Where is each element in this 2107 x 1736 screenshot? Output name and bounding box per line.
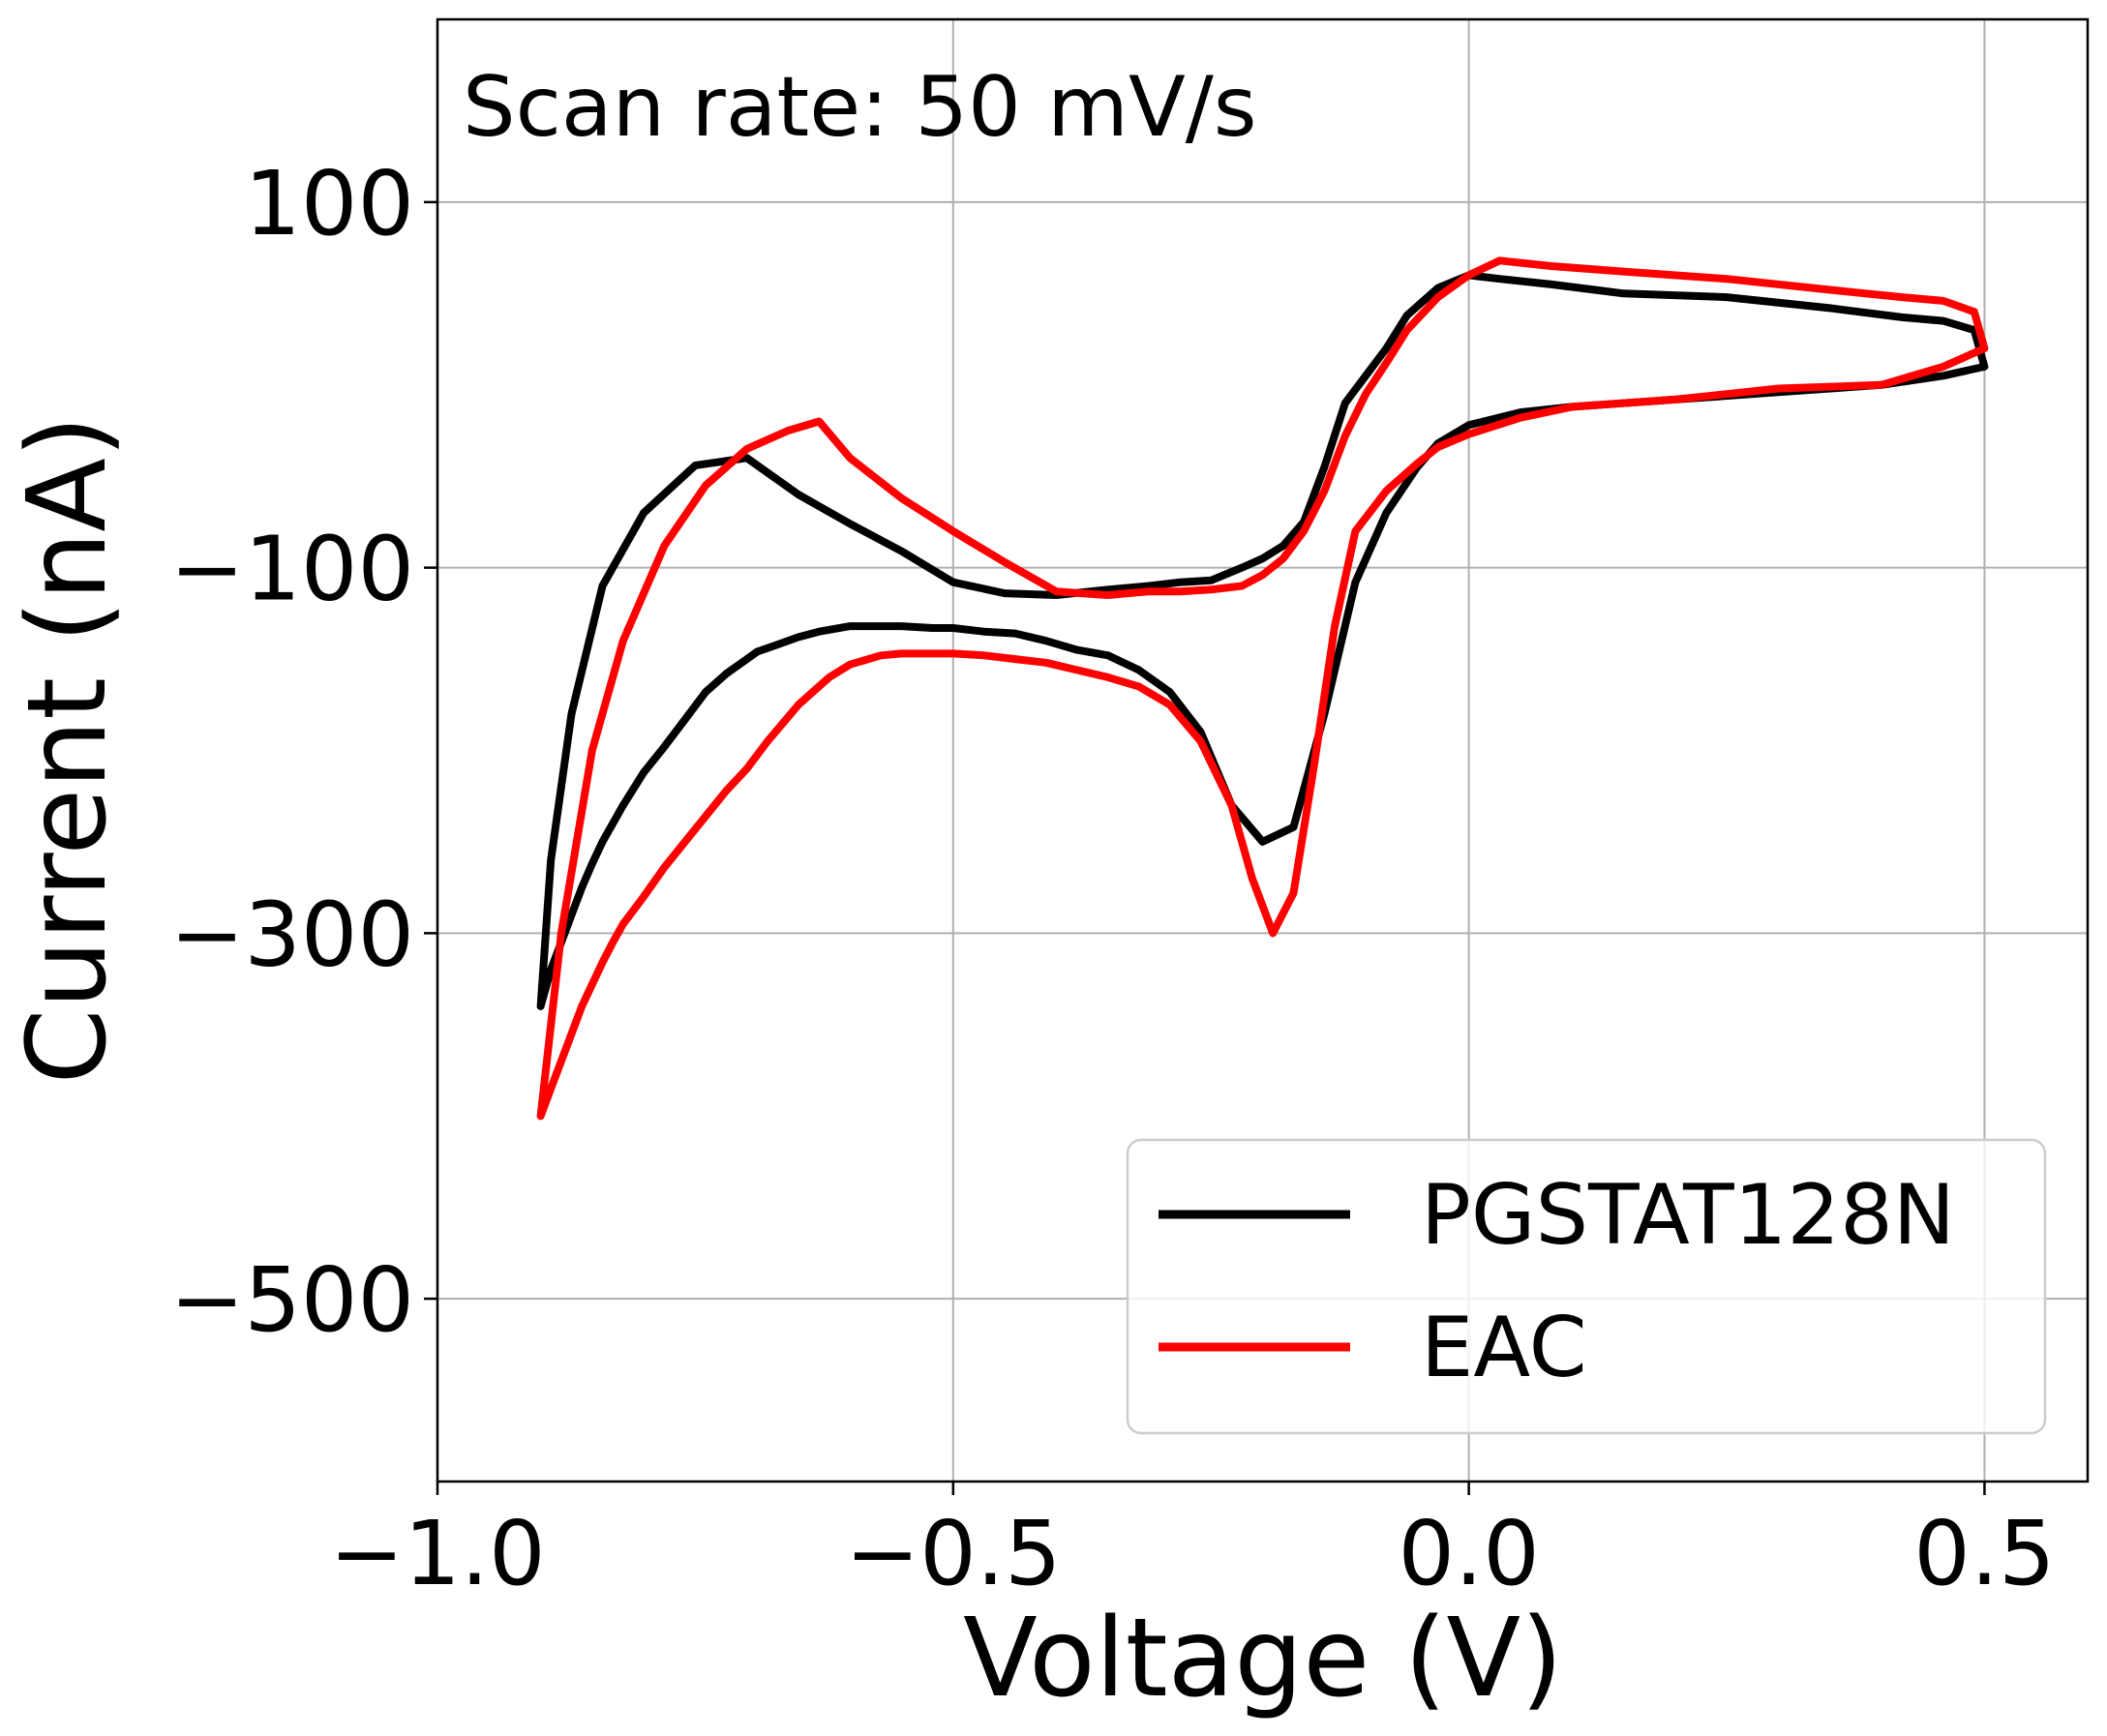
x-tick-label: 0.5 <box>1913 1502 2055 1605</box>
y-tick-label: −500 <box>169 1248 414 1352</box>
x-tick-label: 0.0 <box>1398 1502 1539 1605</box>
y-axis-title: Current (nA) <box>5 415 131 1084</box>
y-tick-label: −100 <box>169 518 414 621</box>
x-tick-label: −1.0 <box>329 1502 545 1605</box>
legend-label-pgstat128n: PGSTAT128N <box>1421 1167 1955 1264</box>
y-tick-label: 100 <box>244 152 414 255</box>
legend-label-eac: EAC <box>1421 1300 1587 1396</box>
legend-box <box>1126 1138 2047 1435</box>
x-tick-label: −0.5 <box>845 1502 1061 1605</box>
legend: PGSTAT128N EAC <box>1126 1138 2047 1435</box>
x-axis-title: Voltage (V) <box>963 1596 1563 1721</box>
series-lines <box>536 256 1989 1121</box>
y-tick-label: −300 <box>169 883 414 986</box>
axis-ticks: −1.0 −0.5 0.0 0.5 −500 −300 −100 100 <box>169 152 2055 1605</box>
series-line-eac <box>536 256 1989 1121</box>
plot-frame <box>436 17 2090 1483</box>
scan-rate-annotation: Scan rate: 50 mV/s <box>463 59 1257 156</box>
